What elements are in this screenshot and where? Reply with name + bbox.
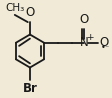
Text: CH₃: CH₃ <box>5 3 24 13</box>
Text: O: O <box>99 36 108 49</box>
Text: •⁻: •⁻ <box>100 43 109 52</box>
Text: O: O <box>79 13 88 26</box>
Text: O: O <box>25 6 34 19</box>
Text: +: + <box>86 33 93 42</box>
Text: Br: Br <box>22 82 37 95</box>
Text: N: N <box>79 36 88 49</box>
